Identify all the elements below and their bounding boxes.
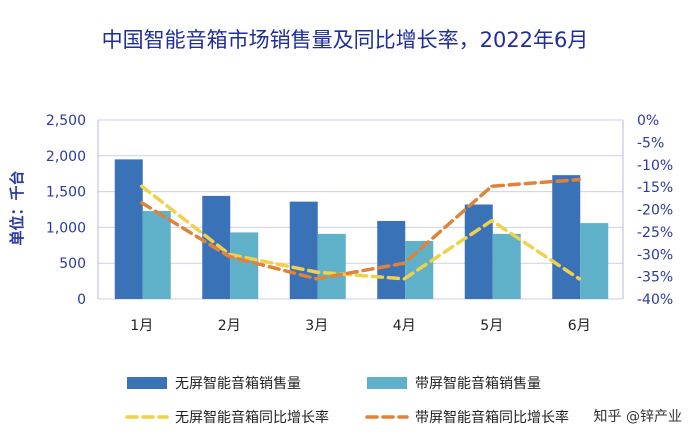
x-tick-label: 6月 xyxy=(568,318,591,334)
line-noscreen-growth xyxy=(140,184,581,281)
x-tick-label: 1月 xyxy=(130,318,153,334)
line-point xyxy=(402,261,406,265)
y-tick-label: 0 xyxy=(77,292,86,308)
line-point xyxy=(402,277,406,281)
line-point xyxy=(490,219,494,223)
y-axis-right: 0% -5% -10% -15% -20% -25% -30% -35% -40% xyxy=(622,113,673,308)
bar-screen xyxy=(492,233,521,299)
line-point xyxy=(140,201,144,205)
line-point xyxy=(490,184,494,188)
line-point xyxy=(227,254,231,258)
y-tick-label: 1,500 xyxy=(46,185,86,201)
gridlines xyxy=(98,119,623,300)
bar-screen xyxy=(142,210,171,299)
legend-label: 带屏智能音箱销售量 xyxy=(415,375,541,392)
legend-label: 无屏智能音箱销售量 xyxy=(175,375,301,392)
y2-tick-label: -15% xyxy=(637,180,673,196)
y2-tick-label: 0% xyxy=(637,113,659,129)
x-tick-label: 4月 xyxy=(393,318,416,334)
y2-tick-label: -10% xyxy=(637,158,673,174)
y2-tick-label: -35% xyxy=(637,270,673,286)
y-axis-left: 0 500 1,000 1,500 2,000 2,500 xyxy=(46,113,99,308)
bar-screen xyxy=(580,223,609,299)
y2-tick-label: -25% xyxy=(637,225,673,241)
bar-screen xyxy=(230,232,259,299)
x-tick-label: 2月 xyxy=(218,318,241,334)
bar-noscreen xyxy=(464,204,493,299)
line-point xyxy=(577,277,581,281)
line-screen-growth xyxy=(140,177,581,281)
legend-swatch xyxy=(367,377,407,389)
bar-noscreen xyxy=(114,159,143,299)
y-axis-label: 单位：千台 xyxy=(8,170,26,245)
y2-tick-label: -20% xyxy=(637,203,673,219)
bar-noscreen xyxy=(552,175,581,299)
y2-tick-label: -30% xyxy=(637,247,673,263)
x-axis: 1月 2月 3月 4月 5月 6月 xyxy=(130,318,590,334)
y2-tick-label: -40% xyxy=(637,292,673,308)
y2-tick-label: -5% xyxy=(637,135,664,151)
legend-item: 带屏智能音箱同比增长率 xyxy=(365,409,569,426)
legend-item: 带屏智能音箱销售量 xyxy=(367,375,541,392)
line-point xyxy=(577,178,581,182)
x-tick-label: 3月 xyxy=(305,318,328,334)
y-tick-label: 2,500 xyxy=(46,113,86,129)
legend-item: 无屏智能音箱同比增长率 xyxy=(125,409,329,426)
legend-label: 无屏智能音箱同比增长率 xyxy=(175,409,329,426)
legend-label: 带屏智能音箱同比增长率 xyxy=(415,409,569,426)
bar-noscreen xyxy=(377,220,406,299)
legend-item: 无屏智能音箱销售量 xyxy=(127,375,301,392)
line-point xyxy=(140,184,144,188)
lines xyxy=(140,177,581,281)
bar-noscreen xyxy=(289,201,318,299)
x-tick-label: 5月 xyxy=(480,318,503,334)
bars xyxy=(114,159,609,299)
legend-swatch xyxy=(127,377,167,389)
line-point xyxy=(315,270,319,274)
chart-title: 中国智能音箱市场销售量及同比增长率，2022年6月 xyxy=(101,28,589,52)
line-point xyxy=(315,277,319,281)
y-tick-label: 2,000 xyxy=(46,149,86,165)
y-tick-label: 500 xyxy=(59,256,86,272)
watermark: 知乎 @锌产业 xyxy=(593,409,682,425)
bar-screen xyxy=(317,233,346,299)
y-tick-label: 1,000 xyxy=(46,220,86,236)
